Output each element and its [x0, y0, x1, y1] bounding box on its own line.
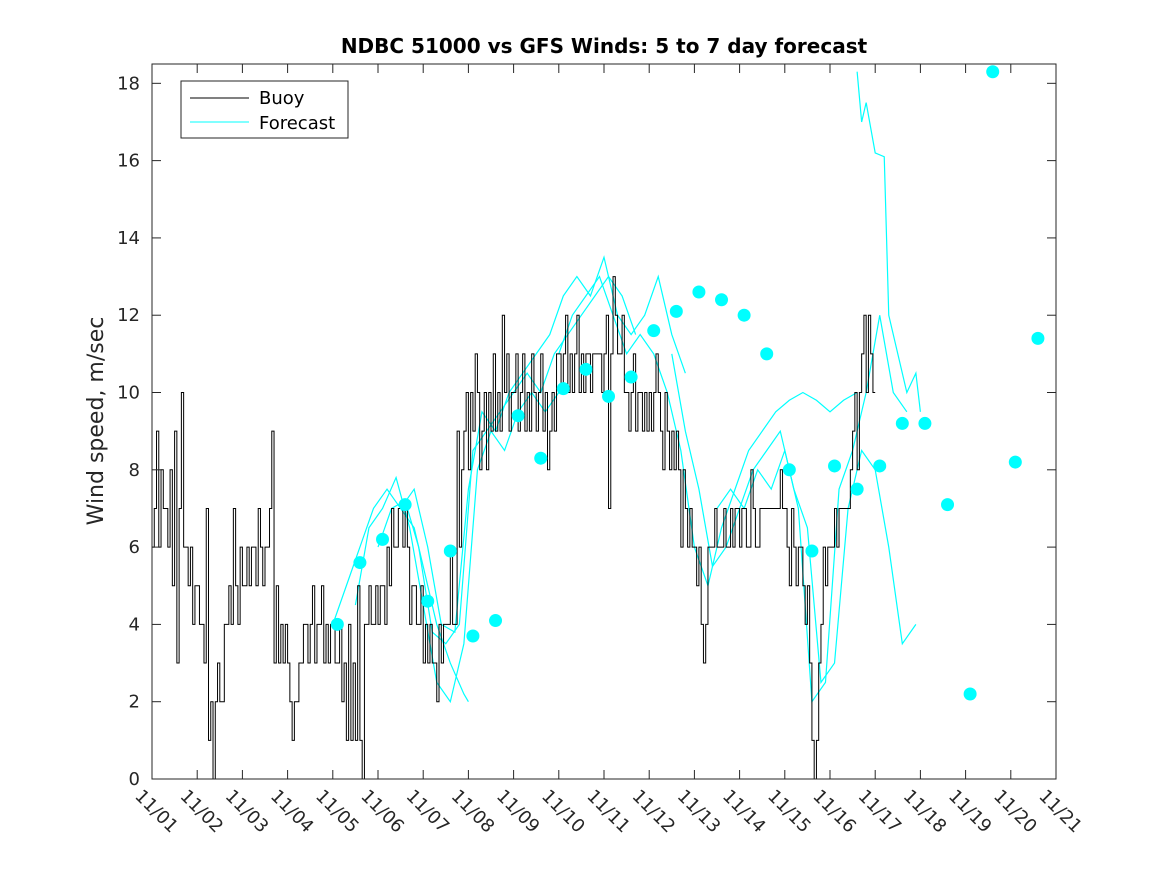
x-tick-label: 11/18: [899, 786, 951, 838]
y-axis-label: Wind speed, m/sec: [84, 317, 109, 526]
y-tick-label: 2: [129, 692, 140, 713]
y-tick-label: 16: [117, 151, 140, 172]
y-tick-label: 14: [117, 228, 140, 249]
forecast-marker: [489, 614, 503, 628]
forecast-marker: [398, 498, 412, 512]
x-tick-label: 11/13: [673, 786, 725, 838]
forecast-marker: [579, 362, 593, 376]
forecast-marker: [895, 416, 909, 430]
x-tick-label: 11/03: [221, 786, 273, 838]
forecast-marker: [556, 382, 570, 396]
x-tick-label: 11/17: [854, 786, 906, 838]
chart-title: NDBC 51000 vs GFS Winds: 5 to 7 day fore…: [341, 34, 868, 58]
forecast-marker: [624, 370, 638, 384]
forecast-marker: [963, 687, 977, 701]
y-tick-label: 10: [117, 383, 140, 404]
y-tick-label: 6: [129, 537, 140, 558]
forecast-marker: [534, 451, 548, 465]
x-tick-label: 11/04: [266, 786, 318, 838]
forecast-line: [377, 275, 637, 645]
forecast-marker: [805, 544, 819, 558]
x-tick-label: 11/07: [402, 786, 454, 838]
forecast-line: [400, 255, 686, 634]
forecast-marker: [511, 409, 525, 423]
forecast-marker: [760, 347, 774, 361]
x-tick-label: 11/19: [944, 786, 996, 838]
forecast-marker: [941, 498, 955, 512]
x-tick-label: 11/02: [176, 786, 228, 838]
x-tick-label: 11/15: [763, 786, 815, 838]
forecast-line: [856, 71, 921, 412]
x-tick-label: 11/20: [989, 786, 1041, 838]
forecast-marker: [715, 293, 729, 307]
forecast-marker: [692, 285, 706, 299]
x-tick-label: 11/21: [1034, 786, 1086, 838]
x-tick-label: 11/06: [356, 786, 408, 838]
forecast-marker: [330, 617, 344, 631]
y-tick-label: 12: [117, 305, 140, 326]
forecast-marker: [421, 594, 435, 608]
forecast-marker: [782, 463, 796, 477]
x-tick-label: 11/05: [311, 786, 363, 838]
legend-box: [180, 80, 349, 139]
forecast-marker: [1008, 455, 1022, 469]
legend-buoy-label: Buoy: [259, 88, 305, 109]
forecast-marker: [828, 459, 842, 473]
x-tick-label: 11/09: [492, 786, 544, 838]
x-tick-label: 11/11: [582, 786, 634, 838]
forecast-marker: [873, 459, 887, 473]
forecast-marker: [443, 544, 457, 558]
buoy-series: [152, 276, 876, 779]
x-tick-label: 11/14: [718, 786, 770, 838]
x-tick-label: 11/12: [628, 786, 680, 838]
forecast-marker: [918, 416, 932, 430]
x-tick-label: 11/08: [447, 786, 499, 838]
forecast-marker: [669, 304, 683, 318]
legend-forecast-label: Forecast: [259, 113, 335, 134]
forecast-marker: [647, 324, 661, 338]
forecast-marker: [353, 556, 367, 570]
legend: Buoy Forecast: [180, 80, 349, 139]
forecast-marker: [737, 308, 751, 322]
forecast-marker: [376, 532, 390, 546]
forecast-marker: [1031, 331, 1045, 345]
forecast-marker: [850, 482, 864, 496]
forecast-marker: [466, 629, 480, 643]
y-tick-label: 18: [117, 73, 140, 94]
forecast-marker: [602, 389, 616, 403]
y-tick-label: 4: [129, 614, 140, 635]
y-tick-label: 0: [129, 769, 140, 790]
x-tick-label: 11/16: [808, 786, 860, 838]
forecast-markers: [330, 65, 1045, 701]
forecast-marker: [986, 65, 1000, 79]
x-tick-label: 11/01: [130, 786, 182, 838]
axes: 0 2 4 6 8 10 12 14 16 18 11/0111/0211/0311/0411/05…: [117, 64, 1086, 837]
x-tick-label: 11/10: [537, 786, 589, 838]
buoy-line: [152, 276, 876, 779]
y-tick-label: 8: [129, 460, 140, 481]
